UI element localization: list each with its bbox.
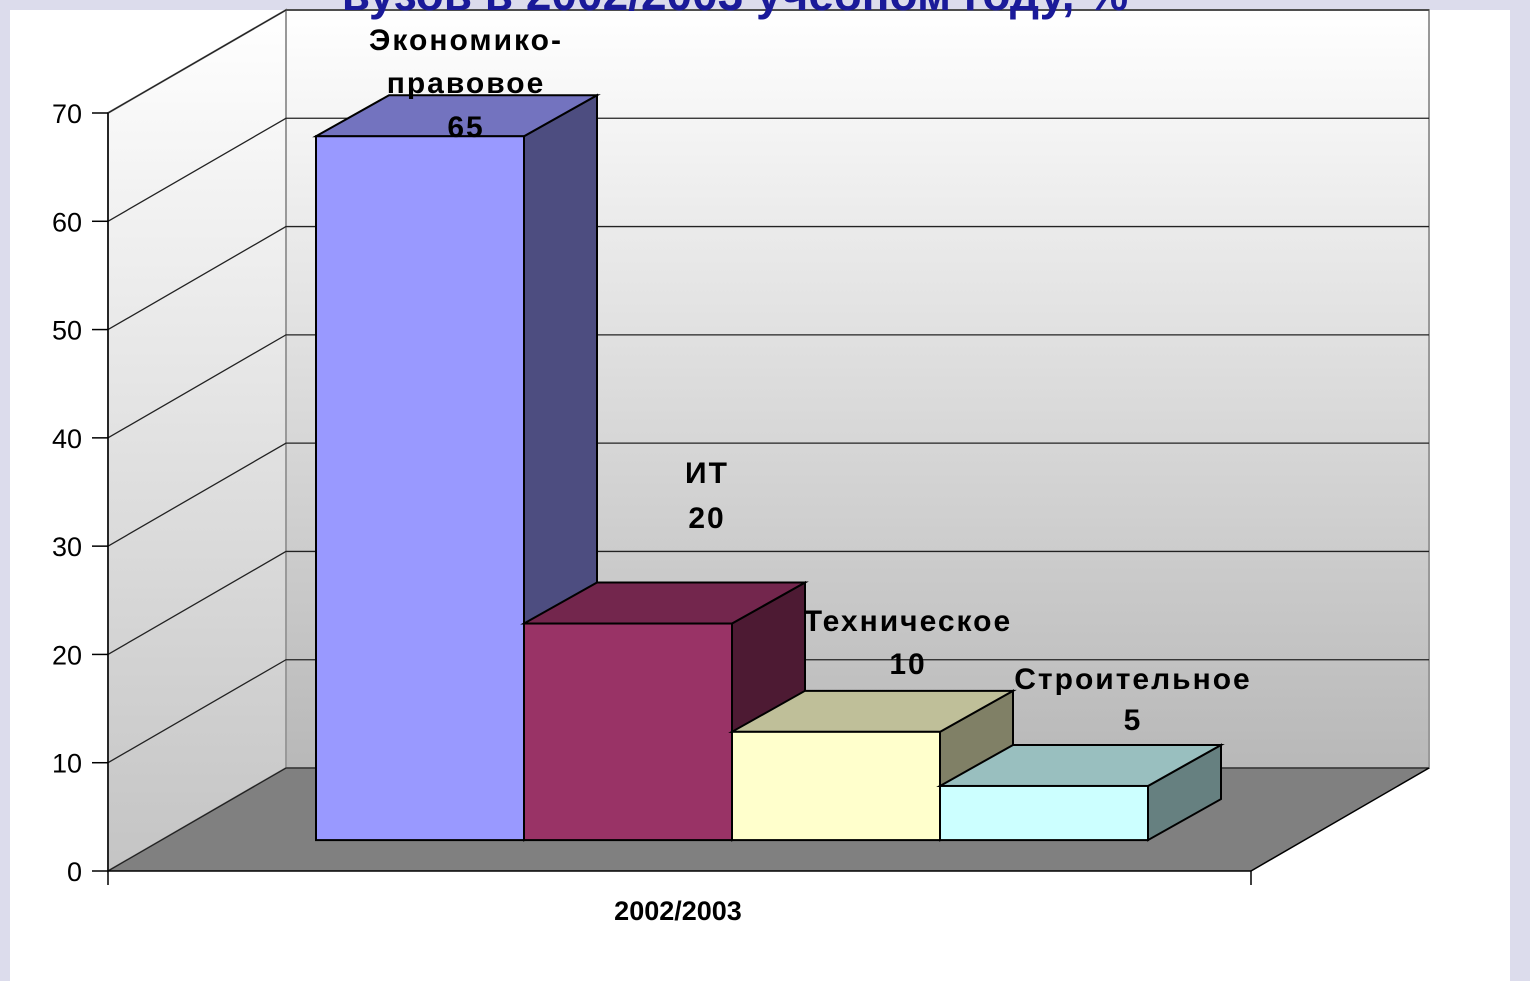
series-label-line: правовое bbox=[387, 67, 546, 100]
grid-line bbox=[107, 550, 1429, 655]
left-wall bbox=[107, 8, 287, 873]
grid-line bbox=[107, 117, 1429, 222]
grid-line bbox=[107, 9, 1429, 114]
series-label: Строительное bbox=[1014, 663, 1251, 696]
series-label-line: Экономико- bbox=[369, 24, 563, 57]
y-tick-label: 10 bbox=[52, 749, 82, 779]
grid-line bbox=[107, 334, 1429, 439]
y-tick-label: 60 bbox=[52, 207, 82, 237]
data-label: 5 bbox=[1124, 704, 1143, 737]
bar bbox=[731, 730, 941, 842]
bar bbox=[523, 622, 733, 842]
bar bbox=[315, 135, 525, 842]
y-tick-label: 50 bbox=[52, 316, 82, 346]
series-label: Техническое bbox=[804, 605, 1012, 638]
y-tick-label: 70 bbox=[52, 99, 82, 129]
y-tick-label: 40 bbox=[52, 424, 82, 454]
data-label: 10 bbox=[889, 648, 926, 681]
bar bbox=[939, 784, 1149, 842]
grid-line bbox=[107, 442, 1429, 547]
grid-line bbox=[107, 659, 1429, 764]
y-tick-label: 30 bbox=[52, 532, 82, 562]
grid-line bbox=[107, 225, 1429, 331]
chart-title: вузов в 2002/2003 учебном году, % bbox=[342, 0, 1128, 20]
y-tick-label: 0 bbox=[67, 857, 82, 887]
series-label: Экономико-правовое bbox=[369, 24, 563, 100]
series-label: ИТ bbox=[685, 457, 729, 490]
data-label: 20 bbox=[688, 502, 725, 535]
y-tick-label: 20 bbox=[52, 640, 82, 670]
data-label: 65 bbox=[447, 111, 484, 144]
x-tick-label: 2002/2003 bbox=[614, 896, 742, 926]
